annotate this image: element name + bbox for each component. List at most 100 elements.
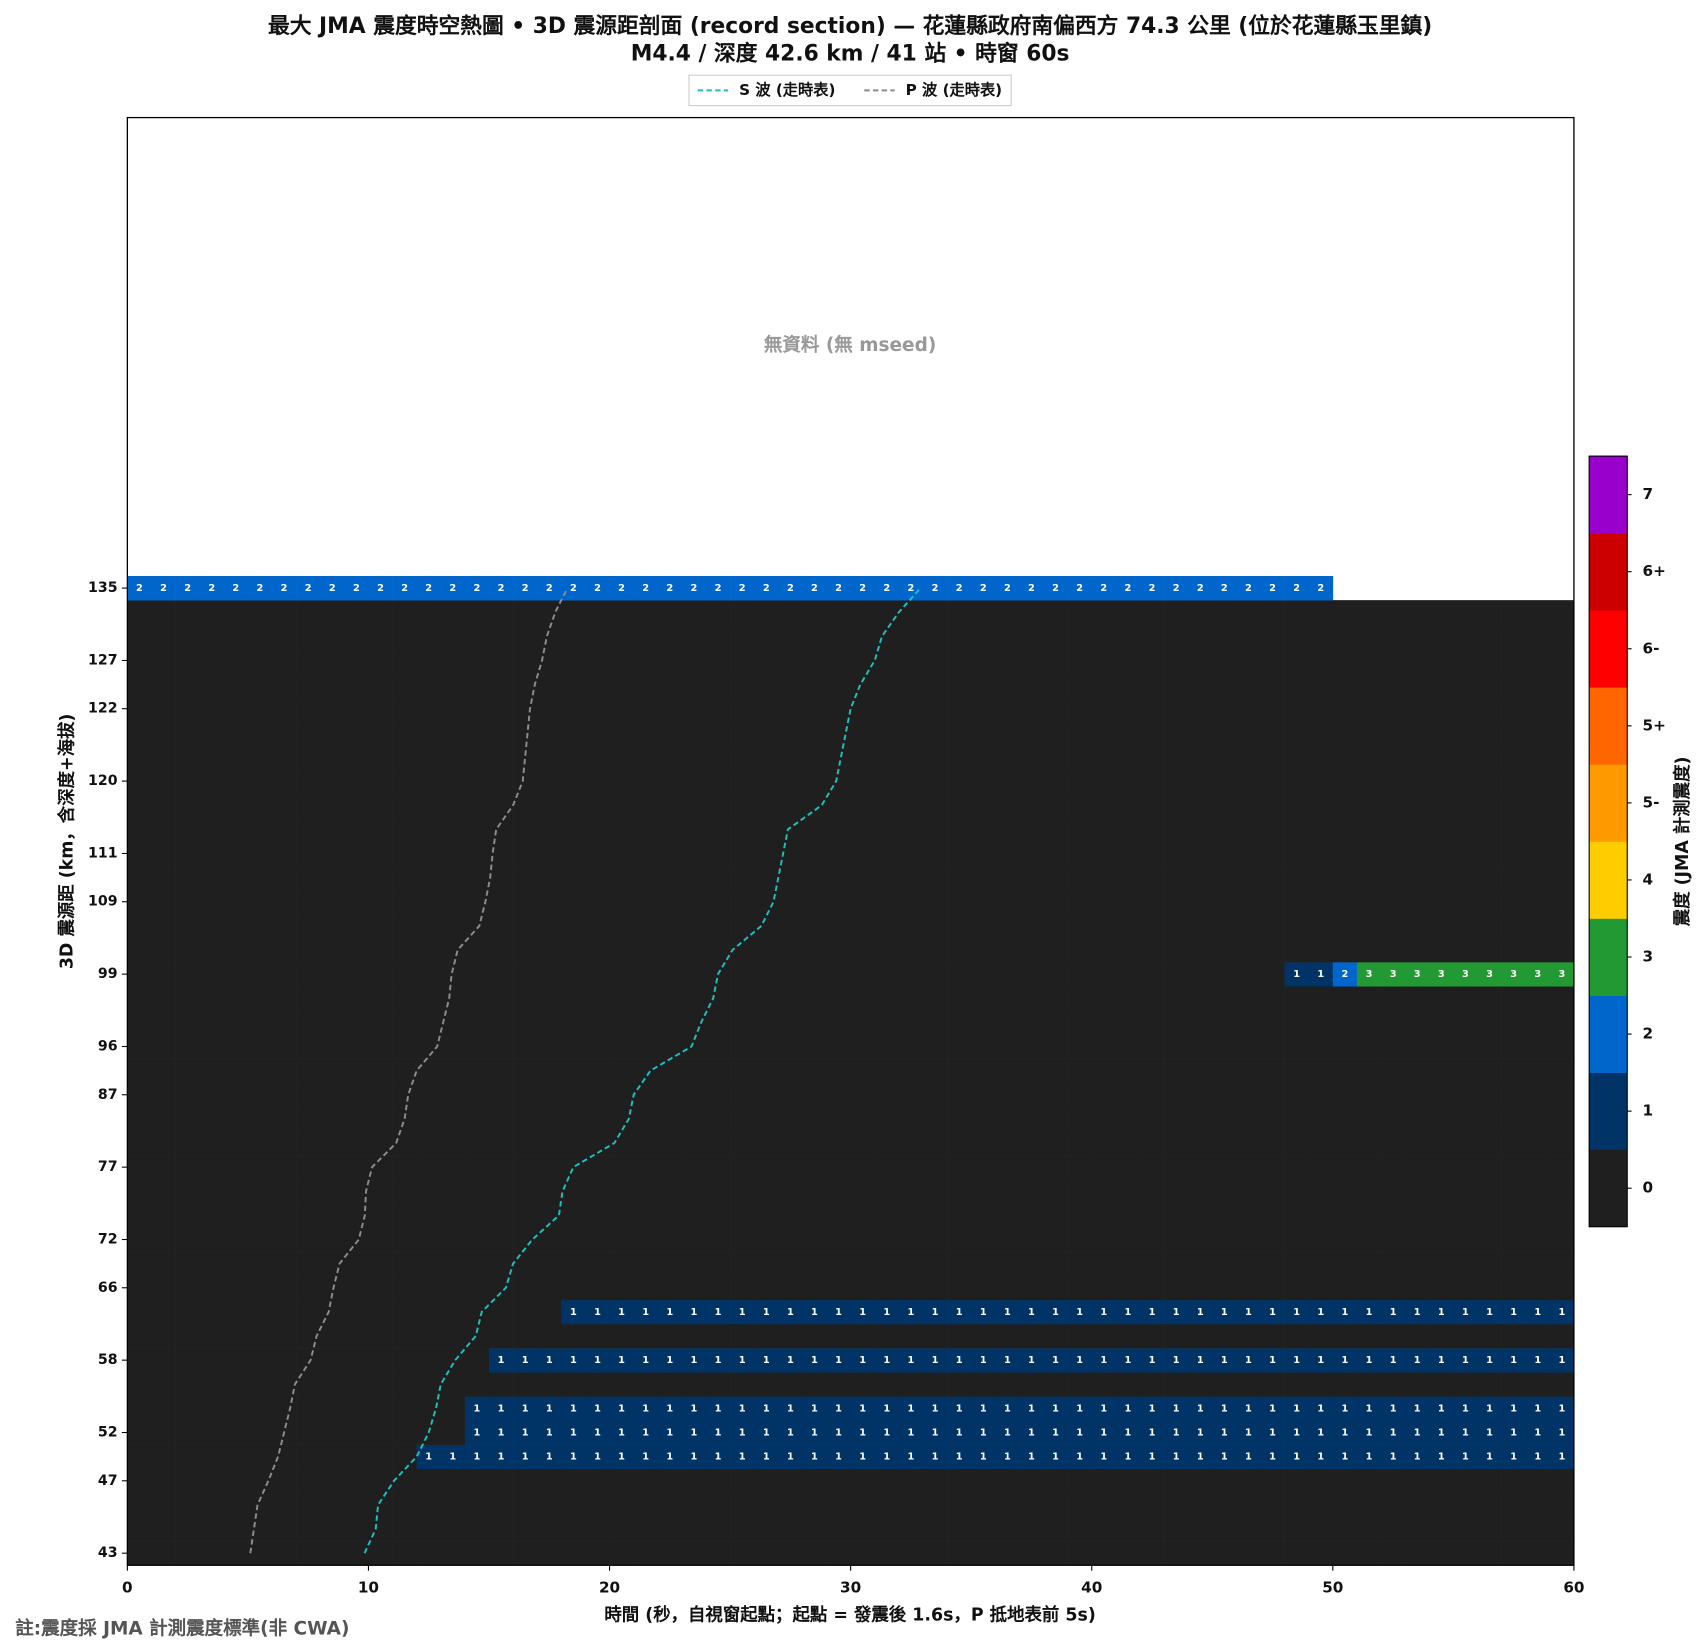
- heat-cell: [1381, 1251, 1406, 1277]
- heat-cell: [971, 624, 996, 649]
- heat-cell: [898, 889, 924, 915]
- heat-cell: [247, 1420, 273, 1445]
- heat-cell: [1381, 1155, 1406, 1180]
- heat-cell: [1549, 1155, 1575, 1180]
- heat-cell: [1091, 672, 1117, 697]
- heat-cell: [1164, 1275, 1189, 1301]
- heat-cell: [127, 1299, 152, 1325]
- heat-cell: [657, 1203, 683, 1228]
- heat-cell: [971, 1130, 996, 1156]
- heat-cell: [1332, 1082, 1358, 1108]
- heat-cell: [513, 576, 538, 601]
- cell-label: 1: [1293, 1403, 1300, 1414]
- heat-cell: [995, 1251, 1020, 1277]
- heat-cell: [874, 1106, 900, 1132]
- heat-cell: [730, 1275, 755, 1301]
- heat-cell: [1067, 817, 1093, 842]
- heat-cell: [730, 817, 755, 842]
- heat-cell: [657, 1251, 683, 1277]
- cell-label: 1: [1052, 1403, 1059, 1414]
- heat-cell: [416, 913, 442, 939]
- heat-cell: [488, 1516, 514, 1542]
- heat-cell: [657, 1468, 683, 1494]
- heat-cell: [802, 865, 827, 890]
- heat-cell: [971, 1275, 996, 1301]
- cell-label: 1: [1341, 1403, 1348, 1414]
- heat-cell: [922, 696, 948, 722]
- heat-cell: [127, 769, 152, 794]
- heat-cell: [1284, 1420, 1310, 1445]
- heat-cell: [850, 1130, 876, 1156]
- heat-cell: [416, 1516, 442, 1542]
- heat-cell: [561, 1203, 586, 1228]
- heat-cell: [1091, 1516, 1117, 1542]
- heat-cell: [609, 1299, 634, 1325]
- heat-cell: [1429, 1010, 1454, 1035]
- heat-cell: [922, 1227, 948, 1252]
- heat-cell: [247, 648, 273, 673]
- heat-cell: [826, 1179, 851, 1204]
- heat-cell: [1405, 696, 1430, 722]
- heat-cell: [922, 1541, 948, 1566]
- heat-cell: [898, 1058, 924, 1084]
- cell-label: 2: [353, 583, 360, 594]
- heat-cell: [1308, 1396, 1334, 1421]
- heat-cell: [440, 1420, 466, 1445]
- heat-cell: [1477, 1492, 1502, 1518]
- heat-cell: [1332, 1275, 1358, 1301]
- chart-subtitle: M4.4 / 深度 42.6 km / 41 站 • 時窗 60s: [631, 40, 1070, 66]
- heat-cell: [1260, 720, 1285, 746]
- heat-cell: [898, 1372, 924, 1397]
- heat-cell: [1067, 865, 1093, 890]
- cell-label: 1: [1100, 1355, 1107, 1366]
- heat-cell: [1501, 841, 1527, 866]
- heat-cell: [1164, 624, 1189, 649]
- heat-cell: [922, 1106, 948, 1132]
- heat-cell: [633, 817, 659, 842]
- heat-cell: [1188, 817, 1213, 842]
- heat-cell: [1332, 1420, 1358, 1445]
- cell-label: 1: [1028, 1403, 1035, 1414]
- heat-cell: [1477, 889, 1502, 915]
- heat-cell: [681, 937, 707, 963]
- heat-cell: [730, 1130, 755, 1156]
- heat-cell: [633, 1203, 659, 1228]
- cell-label: 1: [1366, 1428, 1373, 1439]
- heat-cell: [127, 937, 152, 963]
- heat-cell: [1501, 937, 1527, 963]
- heat-cell: [802, 1058, 827, 1084]
- heat-cell: [1019, 986, 1044, 1011]
- heat-cell: [1501, 648, 1527, 673]
- heat-cell: [272, 1275, 297, 1301]
- heat-cell: [705, 793, 731, 818]
- heat-cell: [392, 1058, 417, 1084]
- heat-cell: [1501, 744, 1527, 770]
- heat-cell: [730, 1299, 755, 1325]
- heat-cell: [947, 1082, 972, 1108]
- heat-cell: [1356, 1396, 1382, 1421]
- cell-label: 1: [570, 1307, 577, 1318]
- heat-cell: [1405, 1396, 1430, 1421]
- heat-cell: [1308, 1323, 1334, 1349]
- heat-cell: [1405, 600, 1430, 625]
- heat-cell: [440, 1275, 466, 1301]
- heat-cell: [633, 1034, 659, 1059]
- heat-cell: [947, 1227, 972, 1252]
- heat-cell: [1188, 576, 1213, 601]
- heat-cell: [1236, 1299, 1261, 1325]
- heat-cell: [730, 1323, 755, 1349]
- heat-cell: [1381, 1541, 1406, 1566]
- heat-cell: [1405, 913, 1430, 939]
- heat-cell: [561, 1106, 586, 1132]
- heat-cell: [344, 1420, 369, 1445]
- cell-label: 1: [1366, 1355, 1373, 1366]
- cell-label: 2: [763, 583, 770, 594]
- heat-cell: [1188, 1010, 1213, 1035]
- heat-cell: [633, 1348, 659, 1373]
- heat-cell: [1139, 648, 1165, 673]
- heat-cell: [127, 1155, 152, 1180]
- heat-cell: [1115, 817, 1141, 842]
- heat-cell: [657, 1396, 683, 1421]
- heat-cell: [1549, 672, 1575, 697]
- heat-cell: [633, 648, 659, 673]
